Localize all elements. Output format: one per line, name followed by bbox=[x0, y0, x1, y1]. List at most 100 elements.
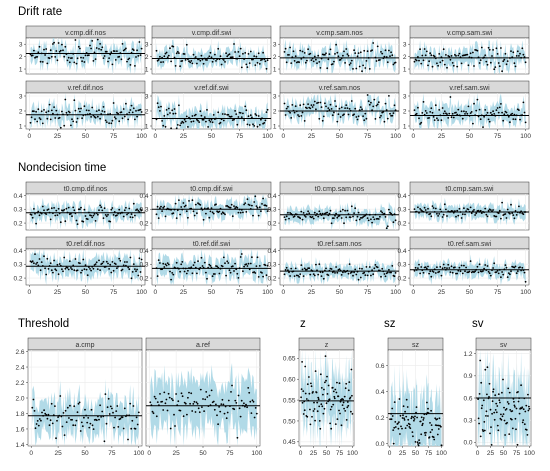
data-point bbox=[489, 274, 492, 277]
data-point bbox=[493, 113, 496, 115]
data-point bbox=[110, 271, 113, 274]
data-point bbox=[235, 402, 238, 404]
data-point bbox=[440, 274, 443, 277]
data-point bbox=[342, 401, 345, 404]
x-tick-label: 25 bbox=[438, 289, 446, 296]
data-point bbox=[233, 270, 235, 272]
data-point bbox=[212, 114, 215, 116]
data-point bbox=[454, 53, 456, 56]
data-point bbox=[263, 122, 266, 124]
data-point bbox=[117, 426, 120, 428]
data-point bbox=[235, 268, 238, 271]
data-point bbox=[510, 418, 513, 421]
data-point bbox=[420, 416, 423, 419]
data-point bbox=[95, 419, 98, 422]
data-point bbox=[109, 263, 112, 266]
data-point bbox=[433, 438, 436, 441]
data-point bbox=[366, 50, 369, 53]
y-tick-label: 1.2 bbox=[463, 351, 472, 358]
data-point bbox=[244, 202, 247, 205]
data-point bbox=[184, 402, 187, 405]
data-point bbox=[319, 67, 322, 69]
facet-strip-label: t0.ref.dif.nos bbox=[66, 241, 105, 248]
x-tick-label: 25 bbox=[54, 450, 62, 457]
y-tick-label: 0.6 bbox=[375, 363, 384, 370]
data-point bbox=[160, 61, 162, 64]
data-point bbox=[155, 267, 158, 269]
data-point bbox=[439, 208, 442, 211]
data-point bbox=[318, 210, 321, 213]
data-point bbox=[362, 64, 364, 67]
data-point bbox=[61, 425, 64, 428]
data-point bbox=[388, 208, 390, 211]
data-point bbox=[109, 405, 112, 408]
data-point bbox=[208, 119, 211, 122]
data-point bbox=[449, 271, 452, 273]
data-point bbox=[249, 262, 252, 265]
data-point bbox=[167, 263, 170, 266]
data-point bbox=[161, 56, 164, 59]
data-point bbox=[522, 269, 525, 272]
data-point bbox=[487, 415, 489, 417]
data-point bbox=[430, 409, 432, 412]
data-point bbox=[315, 108, 317, 111]
data-point bbox=[464, 113, 466, 115]
data-point bbox=[497, 62, 500, 64]
data-point bbox=[486, 393, 488, 396]
data-point bbox=[135, 270, 137, 273]
data-point bbox=[49, 49, 52, 52]
data-point bbox=[209, 120, 212, 123]
data-point bbox=[423, 48, 426, 50]
data-point bbox=[437, 64, 439, 67]
data-point bbox=[411, 415, 413, 418]
data-point bbox=[347, 213, 350, 216]
data-point bbox=[456, 65, 459, 68]
data-point bbox=[429, 431, 432, 434]
data-point bbox=[516, 270, 519, 272]
data-point bbox=[350, 205, 353, 208]
data-point bbox=[127, 212, 130, 215]
data-point bbox=[502, 119, 505, 122]
data-point bbox=[206, 396, 209, 398]
data-point bbox=[338, 107, 341, 110]
data-point bbox=[477, 271, 480, 274]
data-point bbox=[316, 213, 318, 215]
y-tick-label: 0.55 bbox=[283, 397, 296, 404]
data-point bbox=[513, 62, 516, 65]
data-point bbox=[99, 404, 101, 407]
data-point bbox=[200, 256, 203, 259]
data-point bbox=[511, 56, 514, 59]
data-point bbox=[500, 413, 502, 416]
data-point bbox=[524, 211, 527, 213]
data-point bbox=[404, 410, 406, 413]
data-point bbox=[120, 111, 123, 114]
data-point bbox=[219, 55, 222, 58]
x-tick-label: 75 bbox=[226, 450, 234, 457]
data-point bbox=[74, 109, 77, 112]
data-point bbox=[77, 45, 80, 48]
data-point bbox=[119, 417, 122, 420]
data-point bbox=[163, 391, 166, 394]
data-point bbox=[318, 61, 321, 63]
data-point bbox=[520, 56, 522, 59]
data-point bbox=[317, 396, 320, 399]
data-point bbox=[429, 111, 432, 113]
data-point bbox=[191, 199, 194, 202]
data-point bbox=[77, 402, 80, 405]
data-point bbox=[221, 113, 224, 115]
data-point bbox=[174, 65, 177, 67]
data-point bbox=[196, 212, 198, 215]
y-tick-label: 0.50 bbox=[283, 418, 296, 425]
data-point bbox=[31, 406, 34, 409]
data-point bbox=[391, 54, 394, 57]
data-point bbox=[488, 120, 491, 123]
data-point bbox=[292, 109, 295, 112]
data-point bbox=[478, 108, 481, 111]
data-point bbox=[355, 67, 358, 70]
data-point bbox=[511, 427, 514, 430]
data-point bbox=[456, 113, 459, 116]
data-point bbox=[57, 207, 60, 210]
